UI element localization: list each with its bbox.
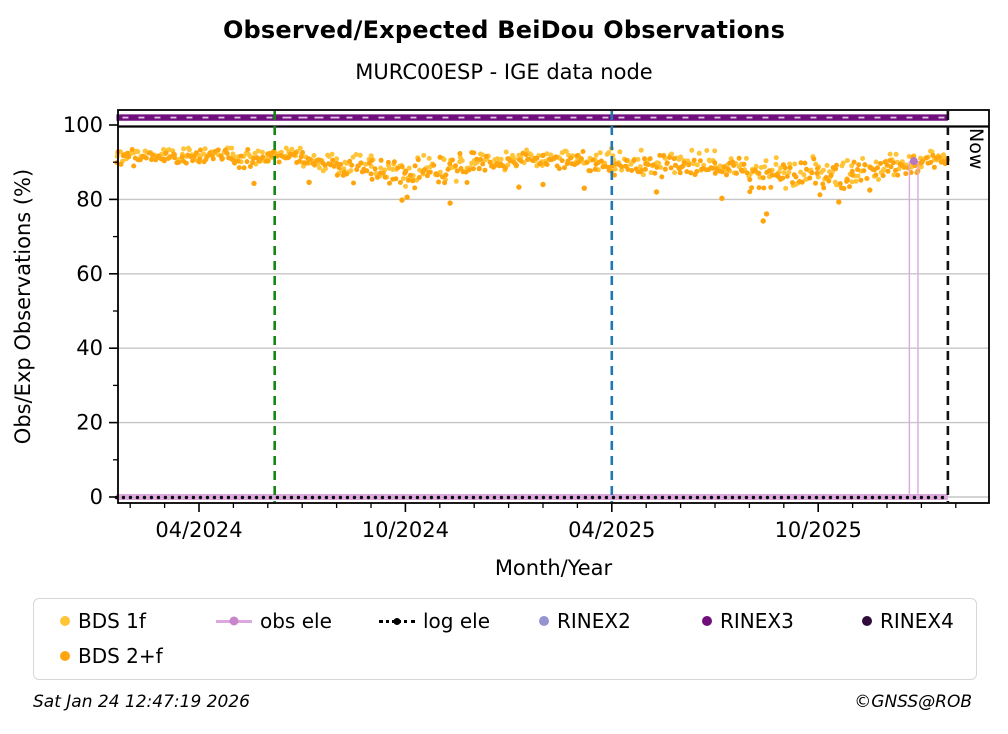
rinex4-dot-icon (862, 616, 872, 626)
y-axis-label: Obs/Exp Observations (%) (11, 169, 35, 444)
bds-1f-dot-icon (60, 616, 70, 626)
legend-label: log ele (423, 609, 491, 633)
timestamp-label: Sat Jan 24 12:47:19 2026 (33, 692, 250, 712)
legend-item-rinex4: RINEX4 (862, 608, 954, 634)
legend-label: BDS 2+f (78, 644, 163, 668)
legend-label: obs ele (260, 609, 332, 633)
legend-item-rinex3: RINEX3 (702, 608, 794, 634)
rinex3-dot-icon (702, 616, 712, 626)
legend-item-obs-ele: obs ele (216, 608, 332, 634)
legend-label: RINEX2 (557, 609, 631, 633)
scatter-series-bds-2+f (114, 147, 950, 198)
log-ele-marker-icon (393, 617, 401, 625)
legend-label: RINEX3 (720, 609, 794, 633)
legend-item-bds-1f: BDS 1f (60, 608, 146, 634)
y-tick-label: 100 (63, 113, 103, 137)
rinex3-band (116, 114, 948, 121)
y-tick-label: 80 (76, 187, 103, 211)
chart-title: Observed/Expected BeiDou Observations (222, 16, 786, 44)
y-tick-label: 0 (90, 485, 103, 509)
log-ele-dotted-line (114, 495, 945, 500)
rinex-band-light-dashes (122, 116, 945, 119)
obs-ele-marker-icon (229, 616, 239, 626)
legend-item-rinex2: RINEX2 (539, 608, 631, 634)
y-tick-label: 20 (76, 411, 103, 435)
rinex2-dot-icon (539, 616, 549, 626)
legend-label: BDS 1f (78, 609, 146, 633)
log-ele-dotted-line-icon (379, 617, 415, 625)
chart-subtitle: MURC00ESP - IGE data node (355, 60, 653, 84)
bds-2-f-dot-icon (60, 651, 70, 661)
obs-ele-marker (909, 157, 918, 166)
x-tick-label: 10/2025 (775, 518, 862, 542)
legend: BDS 1f obs ele log ele RINEX2 RINEX3 RINEX4 BD… (33, 598, 977, 680)
legend-label: RINEX4 (880, 609, 954, 633)
obs-ele-line-icon (216, 616, 252, 626)
x-tick-label: 04/2025 (568, 518, 655, 542)
plot-frame (117, 109, 990, 504)
x-tick-label: 10/2024 (362, 518, 449, 542)
legend-item-bds-2-f: BDS 2+f (60, 643, 163, 669)
y-tick-label: 60 (76, 262, 103, 286)
x-tick-label: 04/2024 (155, 518, 242, 542)
scatter-outliers (251, 179, 873, 224)
y-tick-label: 40 (76, 336, 103, 360)
scatter-plot: 04/2024 10/2024 04/2025 10/2025 0 20 40 60 80 100… (11, 109, 990, 580)
legend-item-log-ele: log ele (379, 608, 490, 634)
now-label: Now (965, 128, 987, 169)
x-axis-label: Month/Year (495, 556, 613, 580)
credit-label: ©GNSS@ROB (854, 692, 972, 712)
